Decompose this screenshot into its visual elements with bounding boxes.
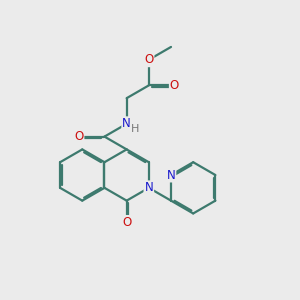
Text: N: N <box>167 169 176 182</box>
Text: O: O <box>74 130 83 143</box>
Text: O: O <box>144 53 154 66</box>
Text: O: O <box>170 79 179 92</box>
Text: N: N <box>145 181 153 194</box>
Text: H: H <box>131 124 139 134</box>
Text: O: O <box>122 216 131 229</box>
Text: N: N <box>122 117 131 130</box>
